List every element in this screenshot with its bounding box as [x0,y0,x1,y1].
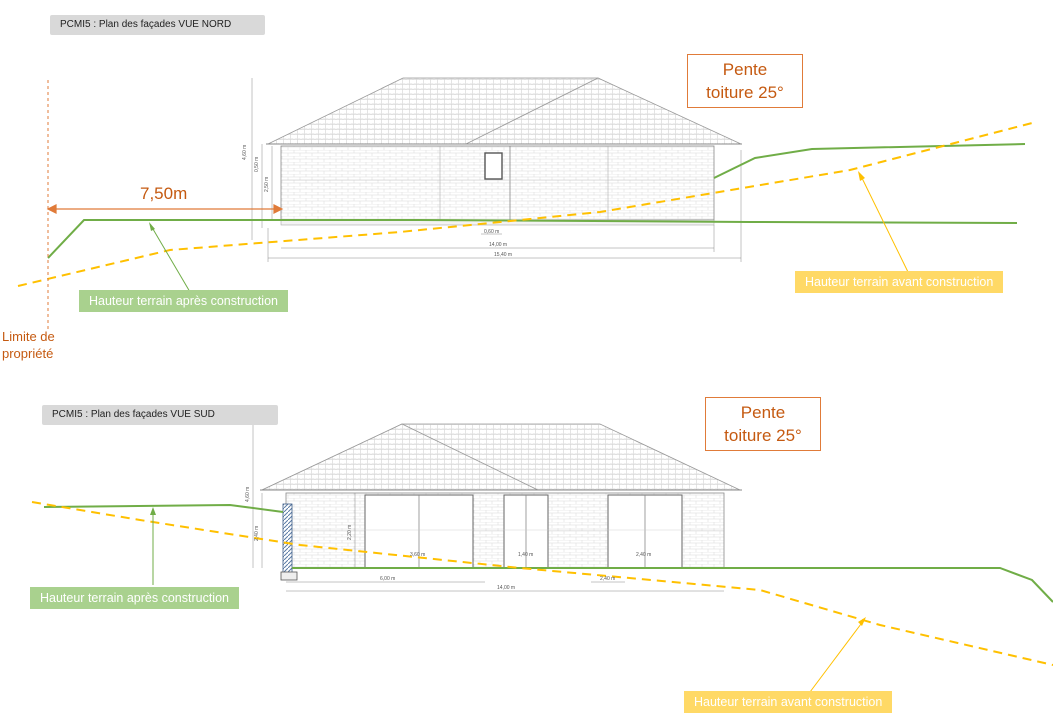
distance-arrow [46,204,284,214]
property-limit-line1: Limite de [2,329,55,344]
north-dim-eave: 0,50 m [254,157,260,172]
north-dim-wall-length: 14,00 m [489,242,507,248]
north-dim-wall: 2,50 m [264,177,270,192]
south-terrain-before-line [31,501,1053,666]
north-pointer-before [859,173,909,273]
south-dim-window-1: 3,60 m [410,552,425,558]
south-dim-total: 14,00 m [497,585,515,591]
retaining-wall [282,503,293,575]
north-terrain-after-line [47,219,1018,259]
north-house [251,77,742,262]
south-pente-line1: Pente [740,403,786,422]
north-dim-window: 0,60 m [484,229,499,235]
north-pente-line1: Pente [722,60,768,79]
south-dim-window-2: 2,40 m [636,552,651,558]
north-label-after: Hauteur terrain après construction [79,290,288,312]
south-dim-wall: 2,40 m [254,526,260,541]
south-pente-line2: toiture 25° [724,426,802,445]
south-terrain-after-right [292,567,1053,603]
property-limit-label: Limite de propriété [2,328,55,362]
south-label-before: Hauteur terrain avant construction [684,691,893,713]
property-limit-line2: propriété [2,346,54,361]
north-pente-line2: toiture 25° [706,83,784,102]
north-dim-total-length: 15,40 m [494,252,512,258]
south-dim-door: 1,40 m [518,552,533,558]
north-pente-box: Pente toiture 25° [687,54,803,108]
south-house [252,423,742,592]
south-plan-tag: PCMI5 : Plan des façades VUE SUD [42,405,278,425]
south-dim-height: 4,60 m [245,487,251,502]
distance-label: 7,50m [140,184,188,203]
north-label-before: Hauteur terrain avant construction [795,271,1004,293]
south-pente-box: Pente toiture 25° [705,397,821,451]
north-plan-tag: PCMI5 : Plan des façades VUE NORD [50,15,265,35]
south-dim-opening: 2,20 m [347,525,353,540]
north-terrain-after-right [713,143,1026,179]
north-terrain-before-line [17,121,1037,287]
south-label-after: Hauteur terrain après construction [30,587,239,609]
north-pointer-after [149,223,191,293]
south-terrain-after-line [43,503,284,513]
north-window [484,152,503,180]
south-dim-span: 6,00 m [380,576,395,582]
south-dim-side: 2,40 m [600,576,615,582]
south-pointer-before [809,619,865,693]
north-dim-height: 4,60 m [242,145,248,160]
